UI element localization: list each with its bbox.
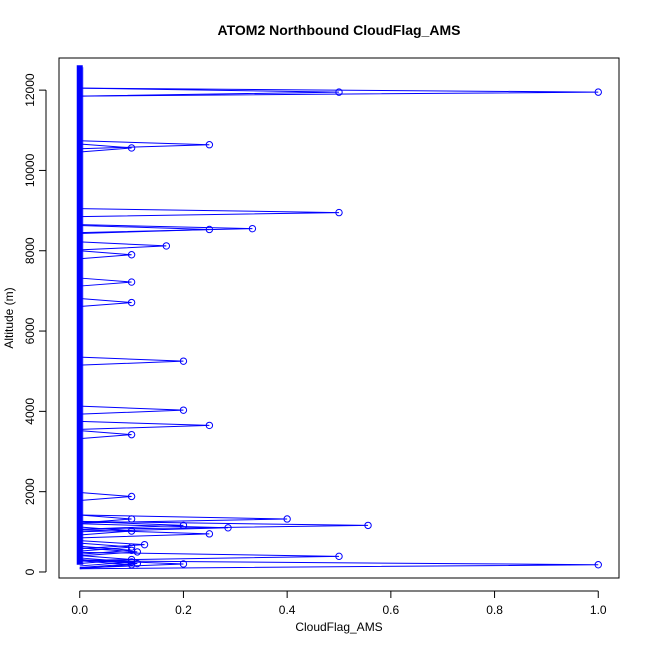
data-point (205, 225, 214, 234)
spike-line (79, 224, 210, 234)
data-point (364, 521, 372, 530)
spike-line (79, 143, 132, 153)
y-tick-label: 2000 (23, 478, 37, 505)
spike-line (79, 87, 599, 97)
data-point (205, 421, 214, 430)
spike-line (79, 520, 184, 530)
spike-line (79, 405, 184, 415)
x-tick-label: 0.0 (71, 603, 88, 617)
y-tick-label: 4000 (23, 398, 37, 425)
y-tick-label: 8000 (23, 237, 37, 264)
data-point (140, 540, 149, 549)
data-point (127, 430, 136, 439)
data-point (594, 561, 602, 569)
x-tick-label: 0.2 (175, 603, 192, 617)
spike-line (79, 514, 288, 524)
spike-line (79, 529, 210, 539)
spike-line (79, 547, 138, 557)
y-tick-label: 6000 (23, 317, 37, 344)
data-point (127, 278, 136, 286)
spike-line (79, 491, 132, 501)
data-point (179, 406, 188, 414)
spike-line (79, 560, 599, 570)
data-point (283, 515, 291, 523)
data-point (127, 251, 136, 259)
y-tick-label: 12000 (23, 73, 37, 107)
data-point (594, 88, 602, 96)
data-point (162, 242, 171, 250)
data-point (127, 144, 136, 152)
spike-line (79, 140, 210, 150)
spike-line (79, 430, 132, 440)
y-axis-label: Altitude (m) (2, 287, 16, 348)
spike-line (79, 250, 132, 260)
x-tick-label: 0.4 (279, 603, 296, 617)
data-point (133, 559, 141, 568)
data-point (133, 548, 141, 556)
x-tick-label: 0.8 (486, 603, 503, 617)
data-point (127, 492, 136, 501)
series-layer (76, 65, 602, 570)
x-tick-label: 1.0 (590, 603, 607, 617)
x-axis-label: CloudFlag_AMS (295, 620, 382, 634)
y-tick-label: 0 (23, 568, 37, 575)
plot-frame (58, 57, 620, 579)
data-point (248, 224, 257, 233)
axes-layer: 0.0 0.2 0.4 0.6 0.8 1.0 0 2000 4000 6000 8000 10000… (23, 57, 620, 617)
spike-line (79, 356, 184, 366)
data-point (179, 357, 188, 365)
data-point (335, 552, 343, 561)
data-point (127, 298, 136, 307)
data-point (205, 530, 214, 538)
data-point (335, 208, 343, 217)
spike-line (79, 87, 340, 97)
chart-title: ATOM2 Northbound CloudFlag_AMS (218, 22, 461, 38)
data-point (335, 88, 343, 96)
spike-line (79, 551, 340, 561)
spike-line (79, 560, 132, 570)
x-tick-label: 0.6 (383, 603, 400, 617)
data-point (205, 141, 214, 149)
spike-line (79, 540, 145, 550)
y-tick-label: 10000 (23, 153, 37, 187)
data-point (179, 560, 188, 568)
spike-line (79, 420, 210, 430)
spike-line (79, 298, 132, 308)
spike-line (79, 241, 167, 251)
spike-line (79, 277, 132, 287)
spike-line (79, 208, 340, 218)
spike-line (79, 520, 369, 530)
data-point (224, 524, 232, 532)
